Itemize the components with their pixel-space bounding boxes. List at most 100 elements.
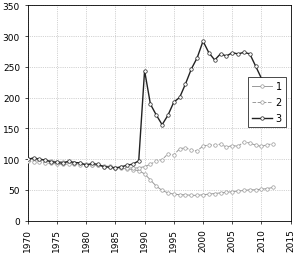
3 [143,70,146,73]
2 [84,164,88,167]
1 [78,162,82,165]
2 [55,163,59,166]
1 [61,160,65,163]
3 [271,90,275,93]
2 [78,164,82,167]
2 [201,145,205,148]
3 [84,164,88,167]
2 [143,165,146,168]
3 [201,40,205,43]
1 [108,165,111,168]
2 [248,142,252,145]
1 [119,167,123,170]
1 [166,192,170,195]
3 [131,163,135,166]
3 [236,53,240,56]
3 [49,161,53,164]
3 [44,159,47,162]
3 [67,160,70,163]
1 [266,187,269,190]
1 [90,163,94,166]
1 [149,179,152,182]
1 [26,158,30,161]
3 [108,166,111,169]
3 [225,55,228,58]
2 [137,167,141,170]
2 [178,148,181,151]
3 [26,158,30,161]
2 [172,154,176,157]
Line: 3: 3 [26,40,275,170]
1 [225,191,228,194]
2 [32,161,35,164]
2 [236,145,240,148]
2 [160,158,164,162]
1 [125,168,129,171]
1 [160,189,164,192]
3 [230,52,234,55]
3 [178,97,181,100]
3 [149,103,152,106]
2 [49,162,53,165]
3 [154,114,158,117]
1 [55,160,59,163]
2 [44,162,47,165]
1 [230,190,234,194]
2 [38,161,41,164]
3 [190,68,193,71]
1 [213,192,217,195]
1 [178,194,181,197]
3 [207,52,211,55]
Legend: 1, 2, 3: 1, 2, 3 [249,78,286,128]
1 [260,188,263,191]
3 [254,65,257,68]
1 [49,160,53,163]
2 [266,144,269,147]
3 [242,52,246,55]
1 [102,165,105,168]
1 [114,166,117,169]
3 [125,164,129,167]
1 [32,158,35,161]
1 [44,159,47,162]
1 [154,185,158,188]
Line: 1: 1 [26,158,275,197]
2 [131,167,135,170]
1 [219,192,222,195]
1 [248,188,252,192]
2 [271,143,275,146]
1 [38,158,41,162]
2 [119,166,123,169]
2 [230,145,234,148]
3 [119,166,123,169]
1 [201,194,205,197]
1 [131,168,135,171]
1 [143,173,146,176]
1 [84,163,88,166]
2 [207,144,211,147]
3 [96,163,100,166]
3 [219,53,222,56]
3 [266,80,269,83]
2 [242,141,246,144]
2 [114,166,117,169]
2 [149,163,152,166]
3 [137,160,141,163]
2 [154,160,158,163]
3 [195,57,199,60]
1 [73,162,76,165]
2 [190,149,193,152]
2 [96,164,100,167]
2 [225,146,228,149]
2 [166,153,170,156]
3 [248,53,252,56]
1 [184,194,187,197]
3 [172,101,176,104]
2 [73,163,76,166]
1 [172,193,176,196]
3 [160,124,164,127]
3 [102,165,105,168]
3 [32,157,35,160]
2 [102,166,105,169]
3 [90,162,94,165]
